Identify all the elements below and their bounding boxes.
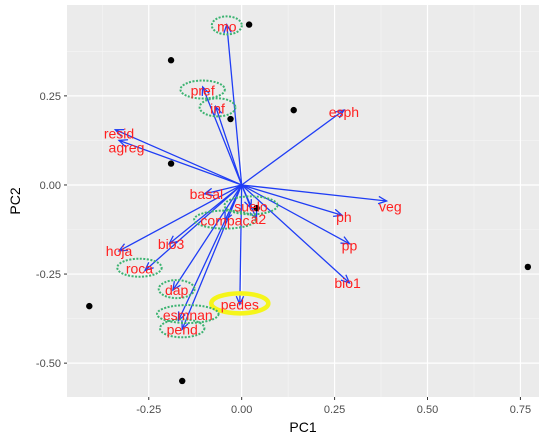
- score-point-6: [253, 204, 260, 212]
- score-points: [86, 21, 532, 385]
- score-point-5: [167, 160, 175, 167]
- y-tick-label: -0.50: [36, 358, 61, 370]
- loading-arrow-ph: [241, 184, 344, 218]
- loading-arrow-basal: [202, 184, 242, 197]
- highlight-inf: [198, 97, 237, 118]
- score-point-3: [290, 106, 297, 114]
- loading-label-resid: resid: [104, 125, 134, 141]
- axis-ticks: -0.25 0.00 0.25 0.50 0.75 -0.50 -0.25 0.00 0.25: [36, 91, 531, 416]
- loading-label-mo: mo: [217, 18, 237, 34]
- score-point-9: [179, 377, 186, 385]
- score-point-1: [245, 21, 253, 28]
- score-point-7: [524, 263, 532, 271]
- loading-label-esmnan: esmnan: [163, 307, 213, 323]
- loading-label-pp: pp: [342, 238, 358, 254]
- loading-arrow-pref: [201, 85, 243, 186]
- loading-label-dap: dap: [165, 282, 189, 298]
- x-tick-label: -0.25: [136, 404, 161, 416]
- x-tick-label: 0.25: [324, 404, 345, 416]
- loading-arrow-resid: [113, 129, 242, 186]
- highlight-pref: [179, 79, 226, 100]
- loading-label-pedes: pedes: [221, 296, 259, 312]
- x-tick-label: 0.75: [510, 404, 531, 416]
- loading-label-suelo: suelo: [234, 198, 268, 214]
- highlight-pedes: [209, 291, 271, 316]
- y-tick-label: -0.25: [36, 269, 61, 281]
- loading-arrow-bio3: [167, 184, 243, 245]
- highlight-mo: [210, 15, 243, 36]
- y-tick-label: 0.25: [40, 91, 61, 103]
- highlight-roca: [116, 257, 163, 278]
- loading-label-compac: compac: [200, 213, 249, 229]
- loading-label-pref: pref: [191, 83, 215, 99]
- loading-arrow-roca: [143, 184, 243, 272]
- loading-arrow-dap: [172, 184, 243, 292]
- score-point-4: [227, 115, 234, 123]
- loading-label-a2: a2: [251, 211, 267, 227]
- highlight-dap: [157, 279, 196, 300]
- loading-label-hoja: hoja: [106, 243, 133, 259]
- loading-label-roca: roca: [126, 261, 153, 277]
- y-tick-label: 0.00: [40, 180, 61, 192]
- loading-arrow-esmnan: [177, 184, 243, 322]
- loading-label-veg: veg: [379, 198, 402, 214]
- highlight-compac: [193, 209, 257, 230]
- highlight-esmnan: [155, 304, 220, 325]
- highlight-ellipses: [116, 15, 279, 339]
- loading-label-agreg: agreg: [109, 140, 145, 156]
- loading-arrow-veg: [241, 184, 389, 205]
- loading-arrow-pedes: [235, 184, 245, 306]
- loading-label-basal: basal: [190, 186, 223, 202]
- loading-label-bio1: bio1: [334, 275, 361, 291]
- x-tick-label: 0.50: [417, 404, 438, 416]
- loading-arrow-mo: [223, 23, 243, 186]
- loading-arrow-agreg: [117, 139, 242, 186]
- grid-lines: [67, 5, 539, 397]
- loading-label-pend: pend: [167, 321, 198, 337]
- loading-arrow-inf: [214, 105, 243, 186]
- loading-arrow-bio1: [241, 184, 351, 285]
- loading-label-esph: esph: [329, 104, 359, 120]
- loading-arrow-hoja: [117, 184, 242, 252]
- x-tick-label: 0.00: [231, 404, 252, 416]
- y-axis-title: PC2: [7, 187, 23, 214]
- loading-label-inf: inf: [210, 100, 225, 116]
- loading-label-bio3: bio3: [158, 236, 185, 252]
- score-point-8: [86, 302, 93, 310]
- loading-arrow-pp: [241, 184, 351, 245]
- loading-arrows: [113, 23, 389, 331]
- score-point-2: [167, 57, 175, 64]
- highlight-pend: [159, 318, 206, 339]
- plot-panel: [67, 5, 539, 397]
- x-axis-title: PC1: [289, 419, 316, 435]
- loading-arrow-esph: [241, 109, 346, 186]
- loading-label-ph: ph: [336, 209, 352, 225]
